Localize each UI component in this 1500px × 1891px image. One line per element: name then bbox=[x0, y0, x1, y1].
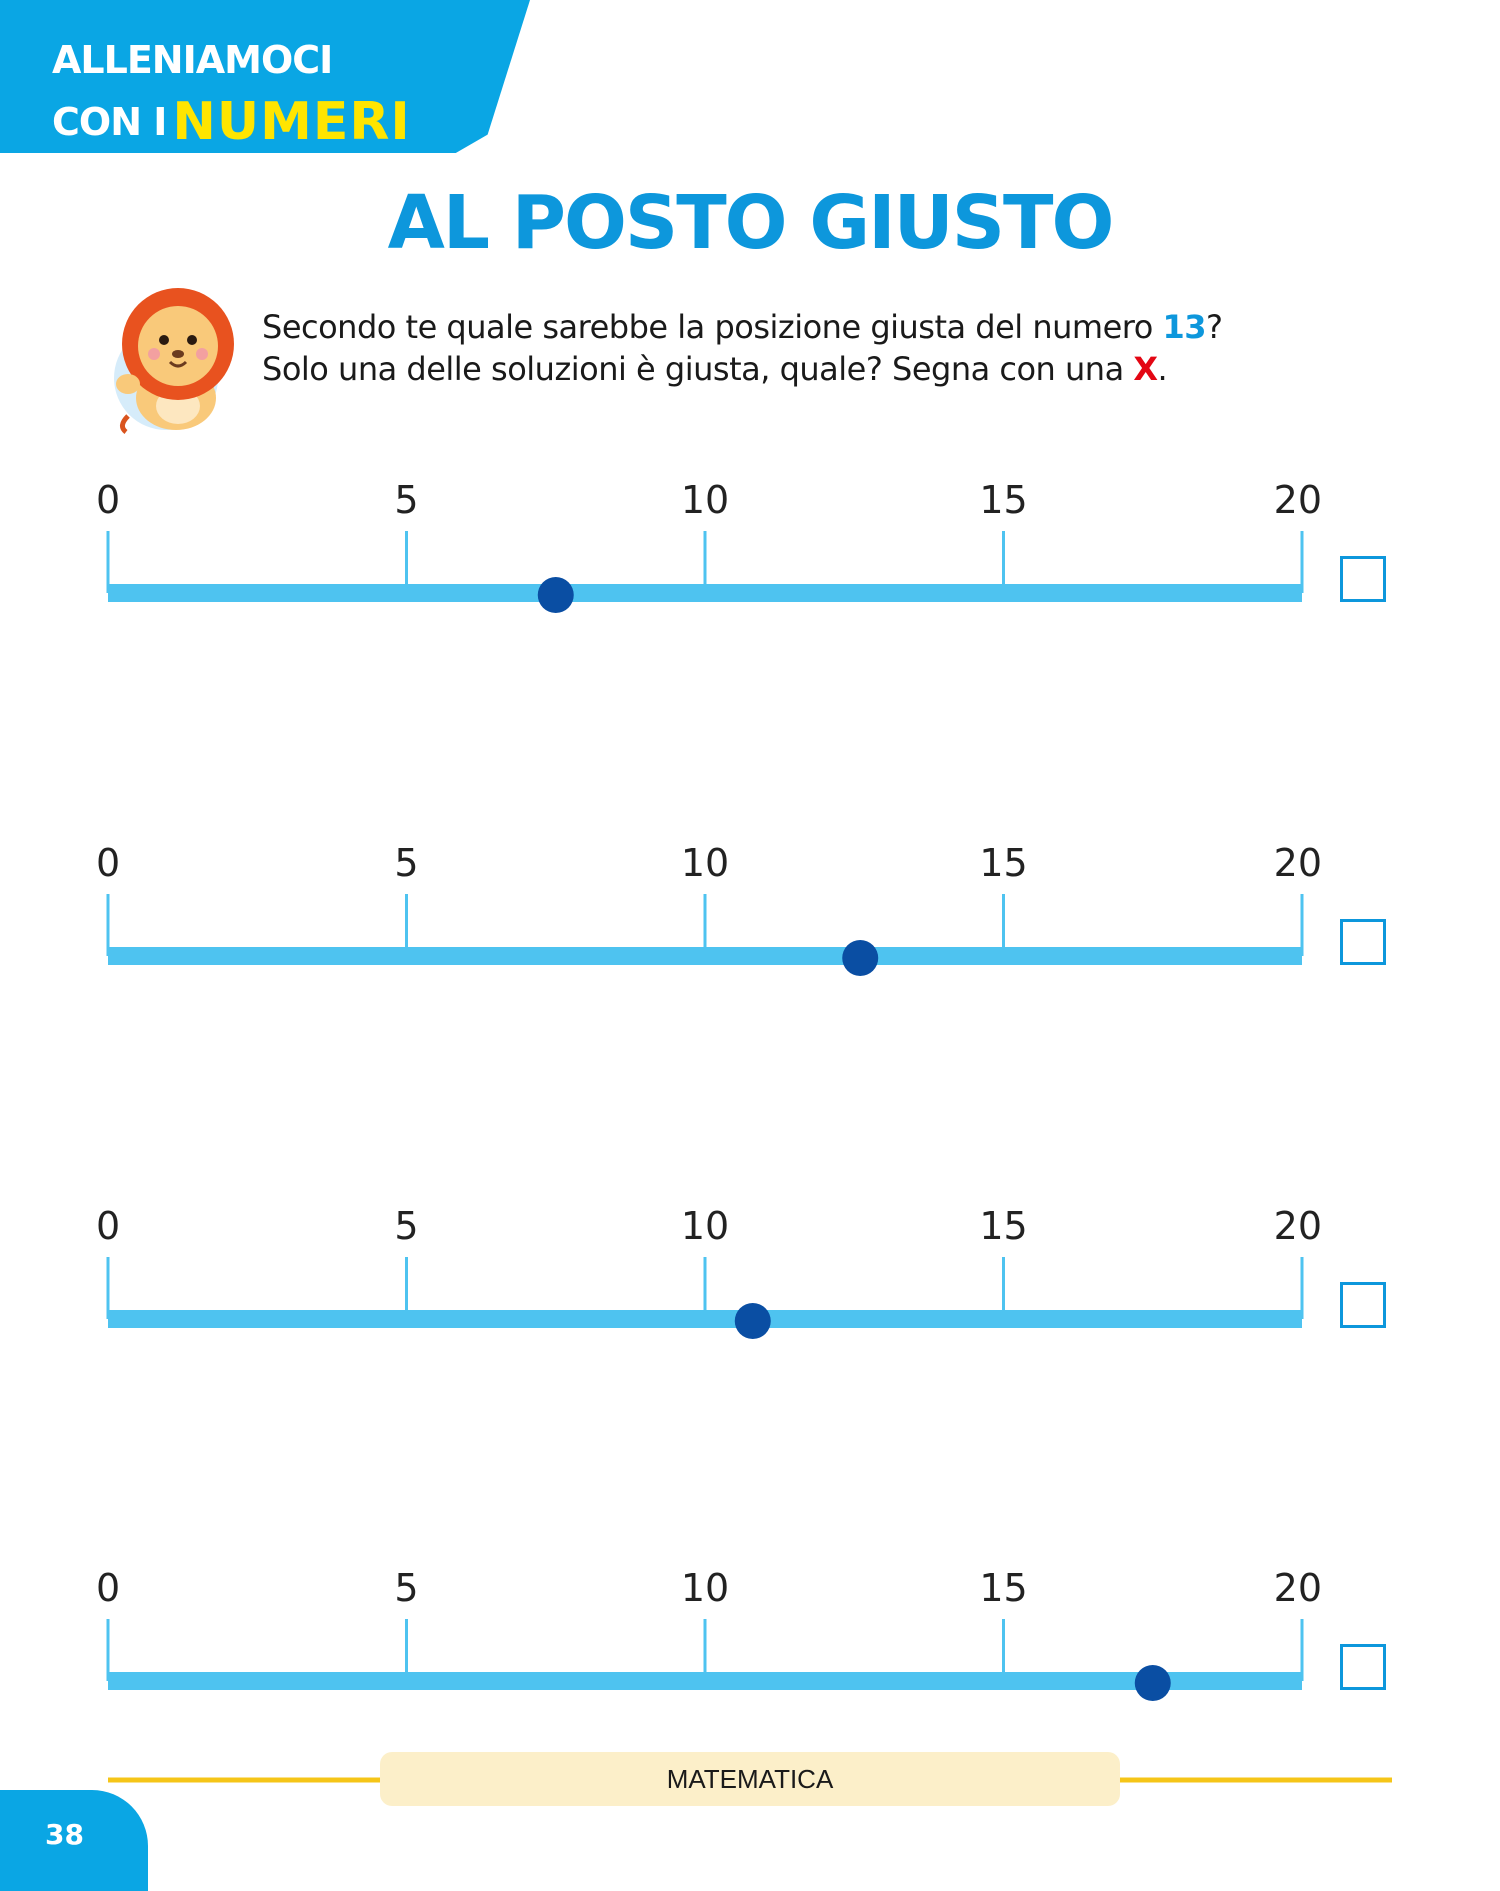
page-number: 38 bbox=[45, 1818, 84, 1851]
target-number: 13 bbox=[1162, 308, 1207, 346]
header-banner: ALLENIAMOCI CON I NUMERI bbox=[0, 0, 530, 153]
tick-label: 0 bbox=[96, 1204, 120, 1248]
tick-label: 15 bbox=[979, 1566, 1027, 1610]
instructions-text: ? bbox=[1206, 308, 1223, 346]
header-line2: CON I NUMERI bbox=[52, 88, 411, 152]
tick-label: 0 bbox=[96, 478, 120, 522]
subject-label: MATEMATICA bbox=[380, 1752, 1120, 1806]
instructions-line2: Solo una delle soluzioni è giusta, quale… bbox=[262, 348, 1223, 390]
answer-checkbox[interactable] bbox=[1340, 1282, 1386, 1328]
tick-label: 10 bbox=[681, 841, 729, 885]
tick-label: 5 bbox=[394, 1566, 418, 1610]
number-line: 0 5 10 15 20 bbox=[96, 1566, 1322, 1701]
answer-checkbox[interactable] bbox=[1340, 556, 1386, 602]
answer-checkbox[interactable] bbox=[1340, 919, 1386, 965]
number-line: 0 5 10 15 20 bbox=[96, 478, 1322, 613]
page-number-tab: 38 bbox=[0, 1790, 148, 1891]
answer-checkbox[interactable] bbox=[1340, 1644, 1386, 1690]
position-dot bbox=[734, 1303, 771, 1339]
lion-icon bbox=[108, 286, 238, 434]
tick-label: 20 bbox=[1274, 478, 1322, 522]
number-line: 0 5 10 15 20 bbox=[96, 1204, 1322, 1339]
tick-label: 20 bbox=[1274, 1566, 1322, 1610]
instructions: Secondo te quale sarebbe la posizione gi… bbox=[262, 306, 1223, 390]
tick-label: 0 bbox=[96, 1566, 120, 1610]
tick-label: 20 bbox=[1274, 1204, 1322, 1248]
tick-label: 15 bbox=[979, 1204, 1027, 1248]
tick-label: 10 bbox=[681, 1204, 729, 1248]
tick-label: 5 bbox=[394, 841, 418, 885]
tick-label: 20 bbox=[1274, 841, 1322, 885]
tick-label: 10 bbox=[681, 1566, 729, 1610]
x-mark: X bbox=[1133, 350, 1158, 388]
position-dot bbox=[842, 940, 879, 976]
position-dot bbox=[537, 577, 574, 613]
header-line2-accent: NUMERI bbox=[172, 92, 411, 152]
tick-label: 5 bbox=[394, 478, 418, 522]
tick-label: 5 bbox=[394, 1204, 418, 1248]
tick-label: 15 bbox=[979, 478, 1027, 522]
instructions-text: Secondo te quale sarebbe la posizione gi… bbox=[262, 308, 1163, 346]
position-dot bbox=[1134, 1665, 1171, 1701]
instructions-text: . bbox=[1157, 350, 1168, 388]
tick-label: 15 bbox=[979, 841, 1027, 885]
instructions-line1: Secondo te quale sarebbe la posizione gi… bbox=[262, 306, 1223, 348]
number-line: 0 5 10 15 20 bbox=[96, 841, 1322, 976]
page-title: AL POSTO GIUSTO bbox=[387, 180, 1115, 266]
tick-label: 0 bbox=[96, 841, 120, 885]
header-line2-prefix: CON I bbox=[52, 100, 167, 144]
tick-label: 10 bbox=[681, 478, 729, 522]
header-line1: ALLENIAMOCI bbox=[52, 38, 333, 82]
instructions-text: Solo una delle soluzioni è giusta, quale… bbox=[262, 350, 1134, 388]
